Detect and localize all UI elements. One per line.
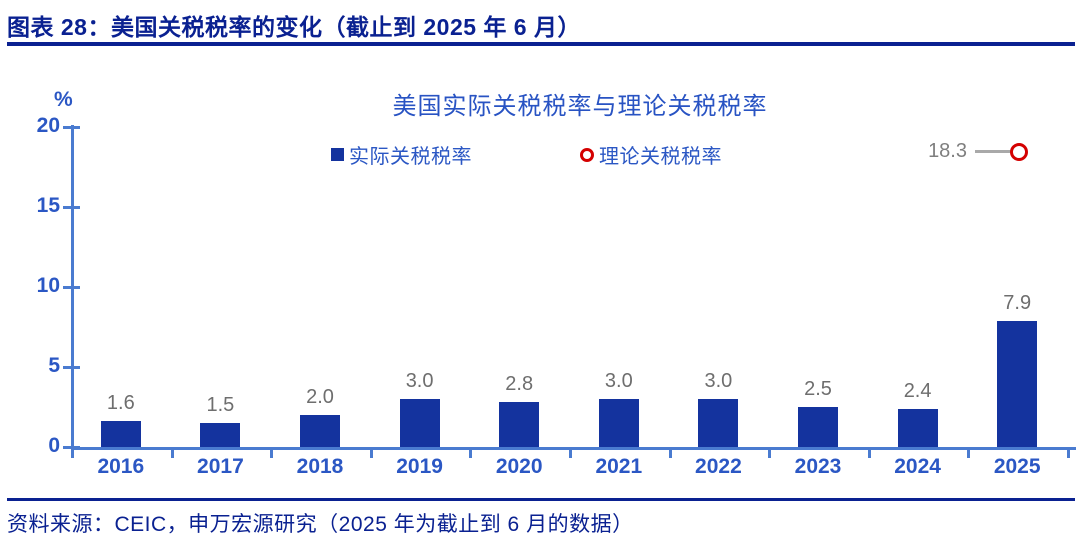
y-tick [63, 286, 80, 289]
header-divider [7, 42, 1075, 46]
bar-2018 [300, 415, 340, 447]
x-tick [369, 447, 373, 458]
legend-circle-swatch-icon [580, 147, 594, 162]
bar-2023 [798, 407, 838, 447]
y-tick-label: 5 [48, 354, 60, 377]
x-category-label: 2020 [495, 455, 543, 478]
bar-value-label: 2.0 [306, 386, 334, 408]
bar-2022 [698, 399, 739, 447]
y-tick [63, 206, 80, 209]
x-tick [569, 447, 572, 458]
x-tick [967, 447, 971, 458]
x-tick [170, 447, 174, 458]
bar-value-label: 2.4 [903, 379, 932, 402]
bar-value-label: 2.8 [505, 373, 534, 396]
bar-2025 [997, 320, 1038, 447]
x-category-label: 2023 [794, 455, 842, 478]
x-tick [71, 447, 74, 458]
bar-value-label: 3.0 [604, 370, 633, 392]
y-tick-label: 15 [36, 194, 60, 217]
legend-item-theoretical: 理论关税税率 [580, 140, 722, 169]
y-axis-unit-label: % [54, 88, 73, 111]
y-tick-label: 20 [36, 114, 60, 137]
bar-value-label: 1.6 [106, 392, 135, 415]
bar-value-label: 7.9 [1003, 291, 1032, 314]
x-tick [1067, 447, 1070, 458]
x-category-label: 2018 [296, 455, 344, 478]
y-tick-label: 10 [36, 274, 60, 297]
bar-value-label: 2.5 [804, 378, 832, 400]
chart-title: 美国实际关税税率与理论关税税率 [392, 93, 768, 120]
bar-2020 [499, 402, 540, 447]
x-category-label: 2025 [993, 455, 1041, 478]
annotation-value-label: 18.3 [928, 140, 967, 162]
footer-divider [7, 498, 1075, 501]
bar-2021 [598, 399, 639, 447]
x-category-label: 2016 [97, 455, 145, 478]
y-tick [63, 126, 80, 129]
x-tick [768, 447, 772, 458]
bar-value-label: 3.0 [704, 370, 733, 392]
bar-value-label: 3.0 [405, 370, 434, 392]
source-note: 资料来源：CEIC，申万宏源研究（2025 年为截止到 6 月的数据） [7, 513, 634, 536]
bar-2024 [897, 408, 938, 447]
legend-label-actual: 实际关税税率 [349, 146, 472, 168]
annotation-point-marker-icon [1010, 143, 1028, 161]
x-tick [867, 447, 871, 458]
y-tick-label: 0 [48, 434, 60, 457]
x-category-label: 2019 [396, 455, 443, 478]
legend-item-actual: 实际关税税率 [331, 140, 472, 169]
bar-value-label: 1.5 [206, 394, 235, 416]
x-tick [469, 447, 473, 458]
x-axis [71, 447, 1076, 450]
x-category-label: 2021 [595, 455, 643, 478]
x-tick [270, 447, 274, 458]
bar-2016 [100, 421, 141, 447]
x-category-label: 2017 [197, 455, 244, 478]
legend-label-theoretical: 理论关税税率 [599, 146, 722, 168]
x-category-label: 2022 [695, 455, 742, 478]
bar-2017 [200, 423, 241, 447]
figure-title: 图表 28：美国关税税率的变化（截止到 2025 年 6 月） [7, 14, 581, 40]
y-tick [63, 366, 80, 369]
legend-square-swatch-icon [331, 148, 344, 161]
bar-2019 [399, 399, 440, 447]
annotation-leader-line [975, 150, 1011, 153]
x-category-label: 2024 [894, 455, 941, 478]
x-tick [668, 447, 672, 458]
